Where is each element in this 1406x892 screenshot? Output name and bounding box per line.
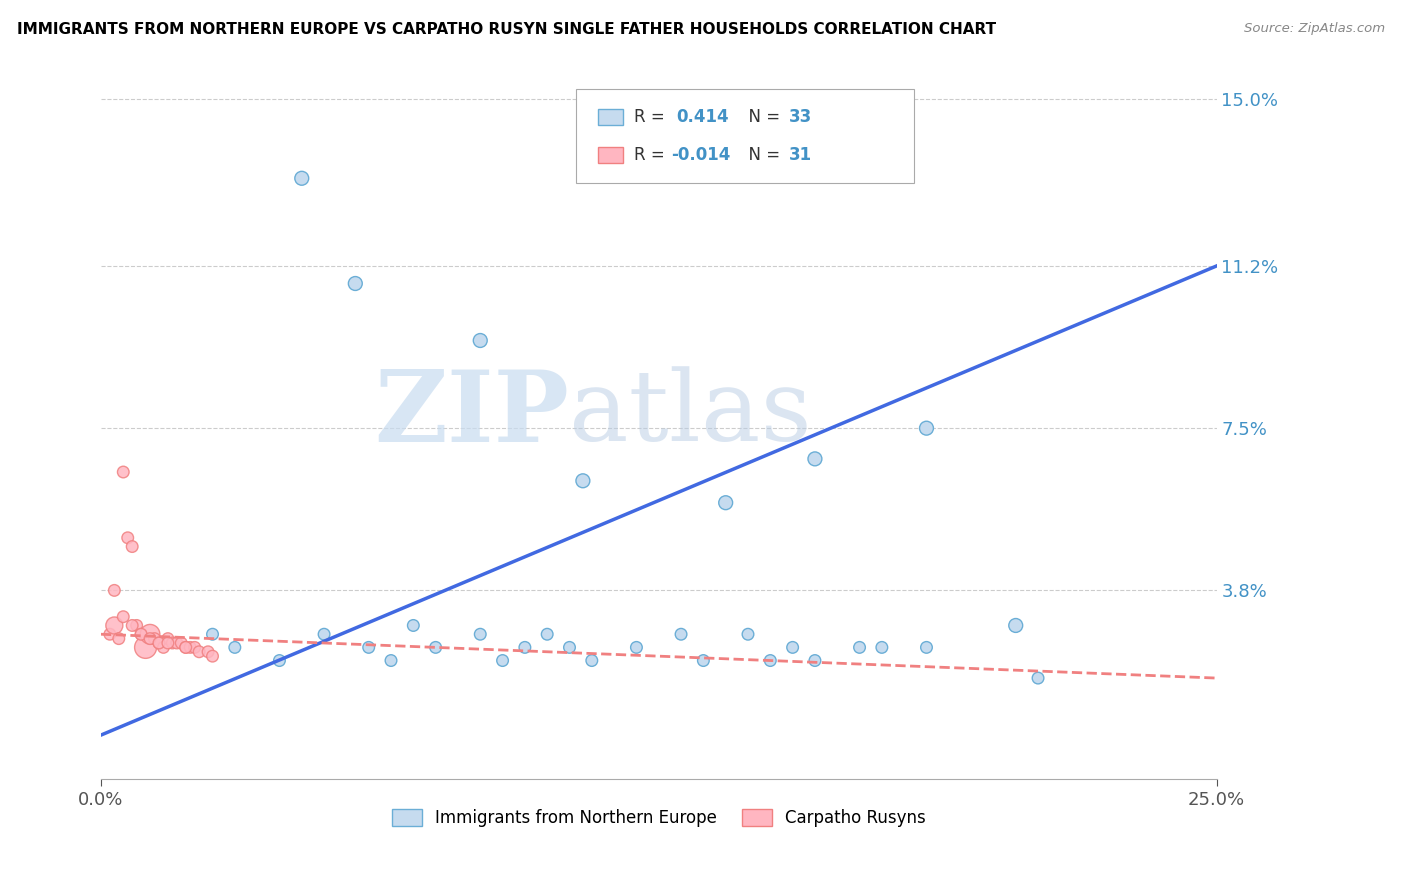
Point [224,640,246,655]
Point [156,632,179,646]
Point [125,618,148,632]
Text: 0.414: 0.414 [676,109,728,127]
Point [121,618,143,632]
Text: Source: ZipAtlas.com: Source: ZipAtlas.com [1244,22,1385,36]
Text: N =: N = [738,145,786,163]
Point [581,654,603,668]
Point [117,531,139,545]
Point [148,636,170,650]
Text: -0.014: -0.014 [671,145,730,163]
Point [107,632,129,646]
Point [626,640,648,655]
Point [344,277,367,291]
Text: atlas: atlas [569,367,813,462]
Point [156,636,179,650]
Point [536,627,558,641]
Point [291,171,314,186]
Point [759,654,782,668]
Point [513,640,536,655]
Point [380,654,402,668]
Text: IMMIGRANTS FROM NORTHERN EUROPE VS CARPATHO RUSYN SINGLE FATHER HOUSEHOLDS CORRE: IMMIGRANTS FROM NORTHERN EUROPE VS CARPA… [17,22,995,37]
Point [201,649,224,664]
Point [425,640,447,655]
Point [572,474,595,488]
Point [129,627,152,641]
Point [714,496,737,510]
Point [470,334,492,348]
Point [804,654,827,668]
Point [152,640,174,655]
Point [470,627,492,641]
Point [402,618,425,632]
Point [174,640,197,655]
Point [129,627,152,641]
Point [201,627,224,641]
Point [312,627,335,641]
Point [143,632,166,646]
Point [804,451,827,466]
Point [782,640,804,655]
Point [848,640,870,655]
Point [491,654,513,668]
Point [1026,671,1049,685]
Point [139,632,162,646]
Point [692,654,714,668]
Point [166,636,188,650]
Text: N =: N = [738,109,786,127]
Text: R =: R = [634,145,671,163]
Point [162,636,184,650]
Point [98,627,121,641]
Point [669,627,692,641]
Point [103,618,125,632]
Point [870,640,893,655]
Text: ZIP: ZIP [374,366,569,463]
Point [183,640,205,655]
Point [737,627,759,641]
Point [135,640,157,655]
Point [112,609,135,624]
Point [1004,618,1026,632]
Point [357,640,380,655]
Point [197,645,219,659]
Point [174,640,197,655]
Legend: Immigrants from Northern Europe, Carpatho Rusyns: Immigrants from Northern Europe, Carpath… [385,802,932,834]
Point [103,583,125,598]
Point [112,465,135,479]
Point [139,627,162,641]
Point [915,421,938,435]
Point [188,645,211,659]
Text: 33: 33 [789,109,813,127]
Text: 31: 31 [789,145,811,163]
Point [148,636,170,650]
Point [915,640,938,655]
Point [121,540,143,554]
Text: R =: R = [634,109,675,127]
Point [269,654,291,668]
Point [558,640,581,655]
Point [170,636,193,650]
Point [179,640,201,655]
